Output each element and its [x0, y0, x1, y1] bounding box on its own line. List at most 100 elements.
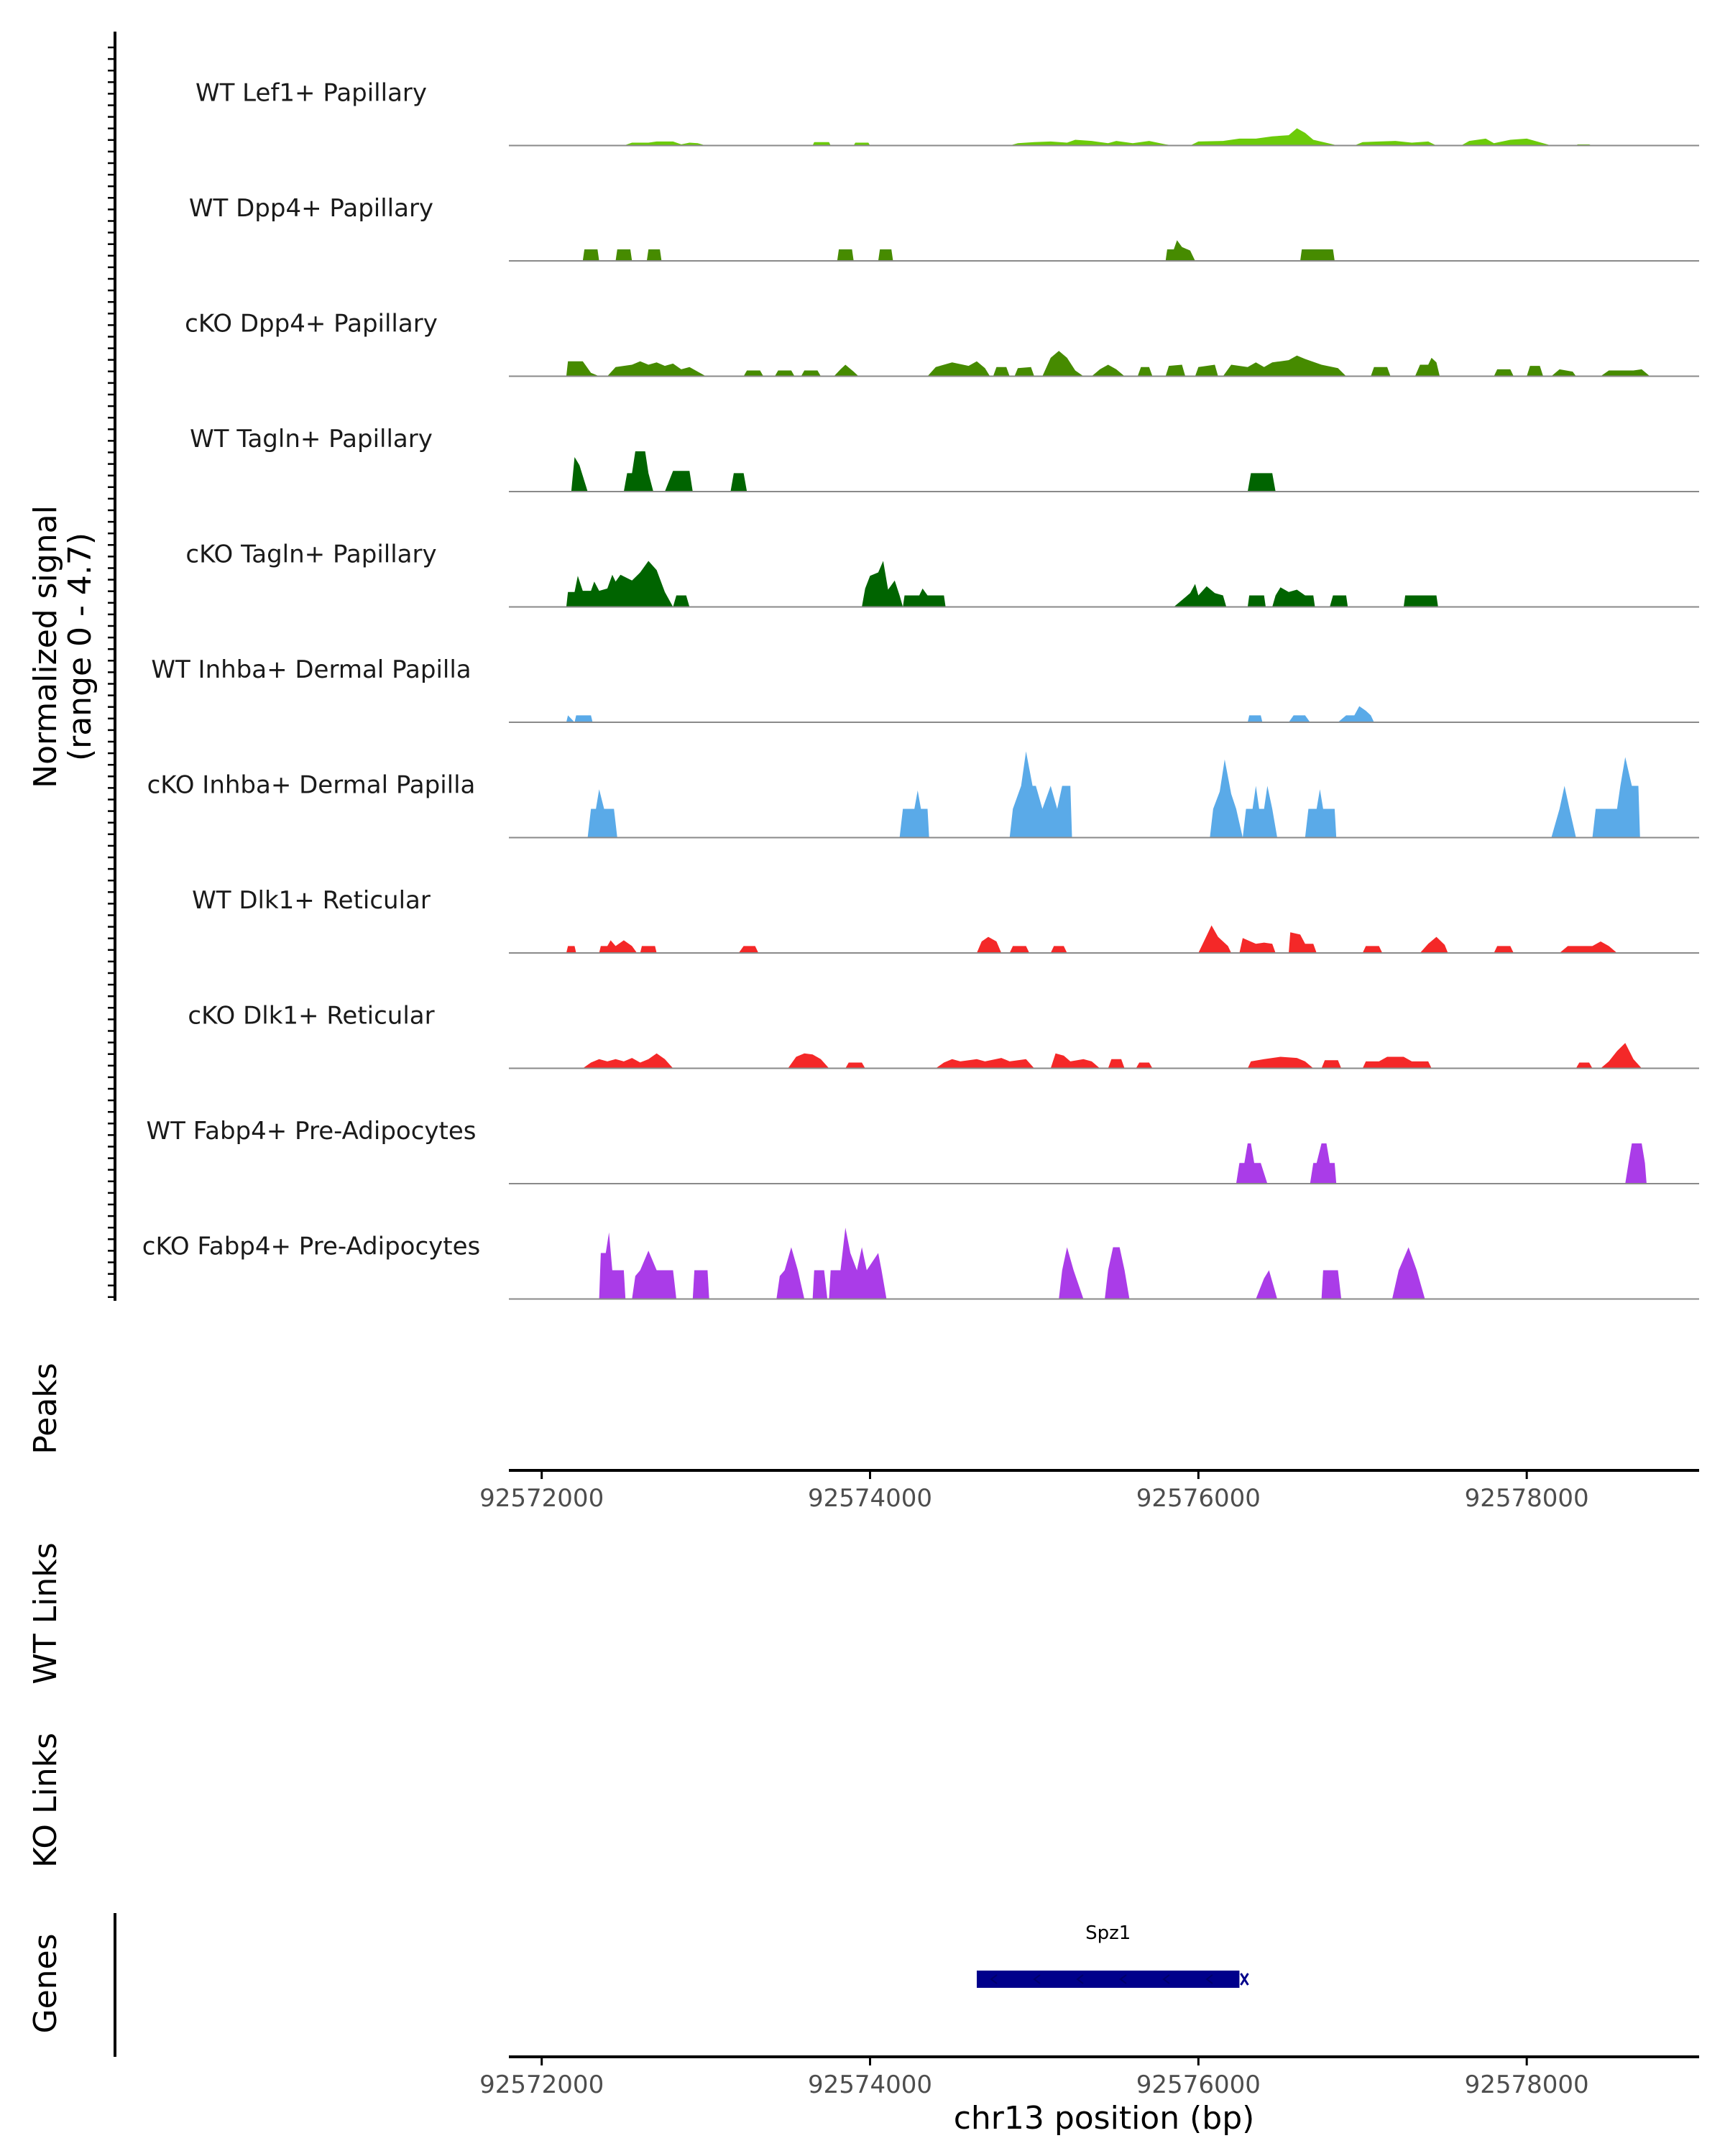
signal-area [977, 936, 1002, 953]
x-axis-tick-label: 92576000 [1136, 2070, 1261, 2099]
signal-area [935, 1058, 1034, 1069]
signal-area [776, 1247, 805, 1299]
signal-area [837, 249, 854, 261]
signal-area [1392, 1247, 1425, 1299]
signal-area [1494, 946, 1514, 953]
signal-area [1239, 938, 1276, 953]
y-axis-title: Normalized signal [27, 505, 64, 788]
signal-area [903, 588, 946, 607]
signal-area [1009, 946, 1030, 953]
signal-area [1338, 706, 1374, 722]
signal-area [1108, 1059, 1125, 1069]
gene-strand-arrow [1119, 1974, 1127, 1984]
signal-area [862, 561, 903, 607]
signal-area [665, 471, 693, 492]
signal-area [834, 364, 859, 377]
genes-panel-label: Genes [27, 1933, 64, 2033]
x-axis-tick-label: 92578000 [1465, 1484, 1589, 1513]
signal-area [1362, 946, 1383, 953]
signal-area [1305, 789, 1337, 838]
signal-area [993, 367, 1010, 377]
signal-area [1165, 240, 1195, 261]
signal-area [1050, 946, 1067, 953]
signal-area [927, 361, 990, 377]
x-axis-tick-label: 92572000 [479, 1484, 604, 1513]
wt-links-panel-label: WT Links [27, 1542, 64, 1684]
signal-area [730, 473, 748, 492]
track-8: WT Dlk1+ Reticular [192, 886, 1699, 954]
gene-strand-arrow [1162, 1974, 1170, 1984]
x-axis-title: chr13 position (bp) [954, 2100, 1255, 2137]
signal-area [1247, 473, 1276, 492]
signal-area [582, 249, 599, 261]
track-label: WT Tagln+ Papillary [190, 425, 433, 453]
y-axis-label: Normalized signal (range 0 - 4.7) [27, 505, 98, 788]
signal-area [1050, 1053, 1100, 1069]
signal-area [1420, 936, 1448, 953]
signal-area [1527, 366, 1543, 377]
signal-area [1236, 1143, 1268, 1184]
signal-area [566, 561, 673, 607]
signal-area [1272, 587, 1315, 607]
gene-strand-arrow [990, 1974, 998, 1984]
signal-area [1289, 715, 1310, 722]
signal-area [673, 595, 690, 607]
track-1: WT Lef1+ Papillary [196, 79, 1699, 147]
signal-area [1371, 367, 1391, 377]
track-label: cKO Dlk1+ Reticular [188, 1002, 434, 1031]
track-5: cKO Tagln+ Papillary [185, 540, 1699, 608]
signal-area [1300, 249, 1335, 261]
signal-area [632, 1250, 676, 1299]
gene-label: Spz1 [1085, 1922, 1131, 1944]
track-6: WT Inhba+ Dermal Papilla [151, 655, 1699, 723]
signal-area [1559, 941, 1617, 953]
peaks-panel-label: Peaks [27, 1363, 64, 1454]
signal-area [1403, 595, 1438, 607]
signal-area [1137, 367, 1153, 377]
signal-area [899, 790, 929, 838]
signal-area [1009, 751, 1072, 838]
signal-area [587, 789, 617, 838]
signal-area [743, 370, 763, 377]
signal-area [1625, 1143, 1647, 1184]
ko-links-panel-label: KO Links [27, 1733, 64, 1868]
track-label: WT Fabp4+ Pre-Adipocytes [147, 1117, 477, 1146]
genes-x-axis: 92572000 92574000 92576000 92578000 [479, 2057, 1589, 2099]
track-label: WT Lef1+ Papillary [196, 79, 427, 108]
track-label: WT Inhba+ Dermal Papilla [151, 655, 471, 684]
track-3: cKO Dpp4+ Papillary [185, 310, 1699, 377]
peaks-x-axis: 92572000 92574000 92576000 92578000 [479, 1470, 1589, 1513]
signal-area [1223, 355, 1346, 377]
signal-area [738, 946, 759, 953]
signal-area [692, 1270, 709, 1299]
gene-annotations: Spz1 [976, 1922, 1249, 1988]
signal-area [1321, 1270, 1342, 1299]
signal-area [788, 1053, 829, 1069]
signal-area [878, 249, 893, 261]
x-axis-tick-label: 92572000 [479, 2070, 604, 2099]
signal-area [1330, 595, 1348, 607]
track-11: cKO Fabp4+ Pre-Adipocytes [142, 1227, 1699, 1300]
track-9: cKO Dlk1+ Reticular [188, 1002, 1699, 1069]
signal-area [1592, 757, 1640, 838]
x-axis-tick-label: 92574000 [808, 1484, 932, 1513]
x-axis-tick-label: 92576000 [1136, 1484, 1261, 1513]
signal-area [775, 370, 795, 377]
track-label: cKO Inhba+ Dermal Papilla [147, 771, 476, 800]
track-4: WT Tagln+ Papillary [190, 425, 1699, 492]
signal-area [582, 1053, 673, 1069]
signal-area [640, 946, 657, 953]
signal-area [845, 1062, 865, 1069]
signal-area [1310, 1143, 1337, 1184]
signal-area [1414, 357, 1440, 377]
track-label: cKO Dpp4+ Papillary [185, 310, 438, 338]
signal-area [1042, 351, 1084, 377]
signal-area [1198, 925, 1231, 953]
gene-strand-arrow [1076, 1974, 1084, 1984]
signal-area [1551, 786, 1576, 838]
signal-area [1195, 364, 1218, 377]
signal-tracks: WT Lef1+ Papillary WT Dpp4+ Papillary cKO … [142, 79, 1699, 1300]
track-label: WT Dpp4+ Papillary [189, 194, 433, 223]
signal-area [615, 249, 632, 261]
signal-area [599, 940, 638, 953]
